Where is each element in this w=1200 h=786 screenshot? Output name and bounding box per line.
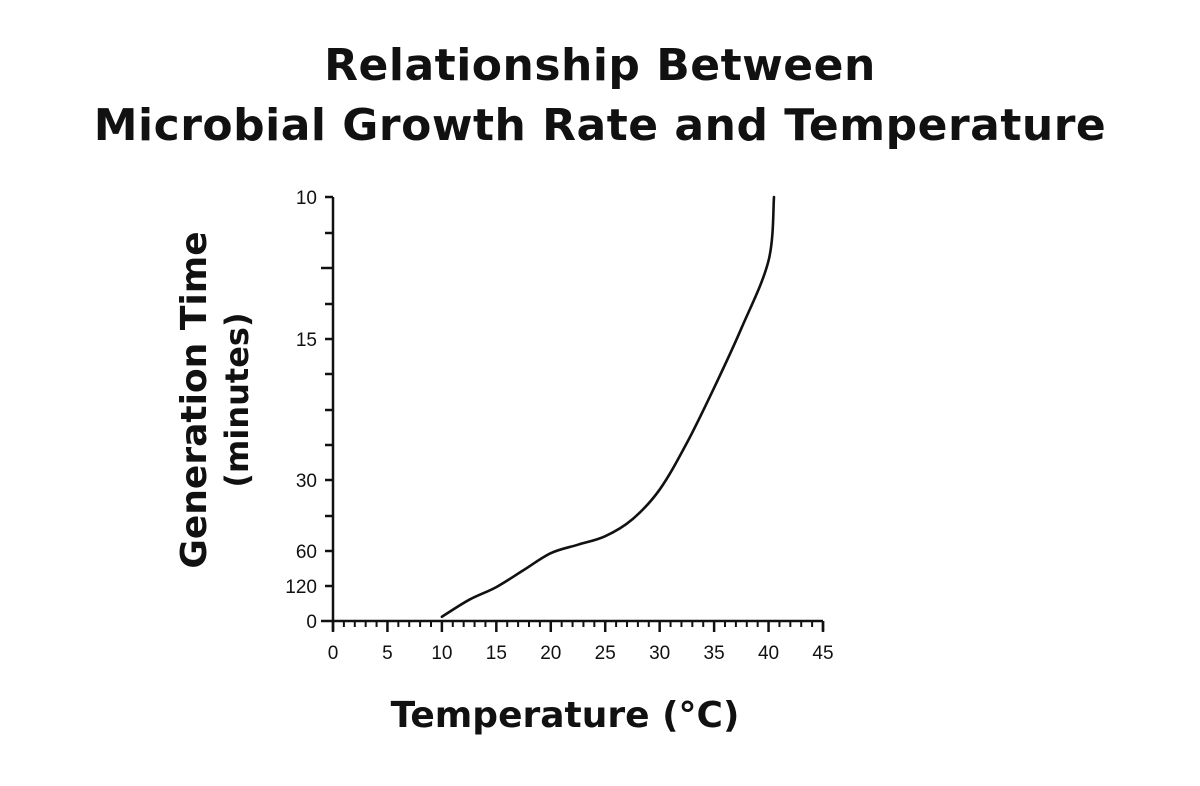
y-axis-ticks: 10 15 30 60 120 0 (285, 188, 333, 633)
x-tick-label: 45 (812, 643, 833, 664)
x-axis-label: Temperature (°C) (390, 695, 740, 736)
x-tick-label: 25 (595, 643, 616, 664)
x-tick-label: 10 (431, 643, 452, 664)
chart-title-line-2: Microbial Growth Rate and Temperature (93, 100, 1107, 151)
data-line (440, 195, 776, 619)
y-tick-label: 30 (296, 471, 317, 492)
axes (321, 195, 825, 631)
x-tick-label: 35 (704, 643, 725, 664)
x-tick-label: 20 (540, 643, 561, 664)
y-tick-label: 10 (296, 188, 317, 209)
x-tick-label: 5 (382, 643, 393, 664)
y-tick-label: 120 (285, 577, 317, 598)
x-tick-label: 40 (758, 643, 779, 664)
y-tick-label: 60 (296, 542, 317, 563)
chart-title-line-1: Relationship Between (324, 40, 876, 91)
y-tick-label: 15 (296, 330, 317, 351)
x-tick-label: 15 (486, 643, 507, 664)
x-axis-ticks: 0 5 10 15 20 25 30 35 40 45 (328, 621, 834, 664)
y-tick-label: 0 (306, 612, 317, 633)
x-tick-label: 30 (649, 643, 670, 664)
x-tick-label: 0 (328, 643, 339, 664)
